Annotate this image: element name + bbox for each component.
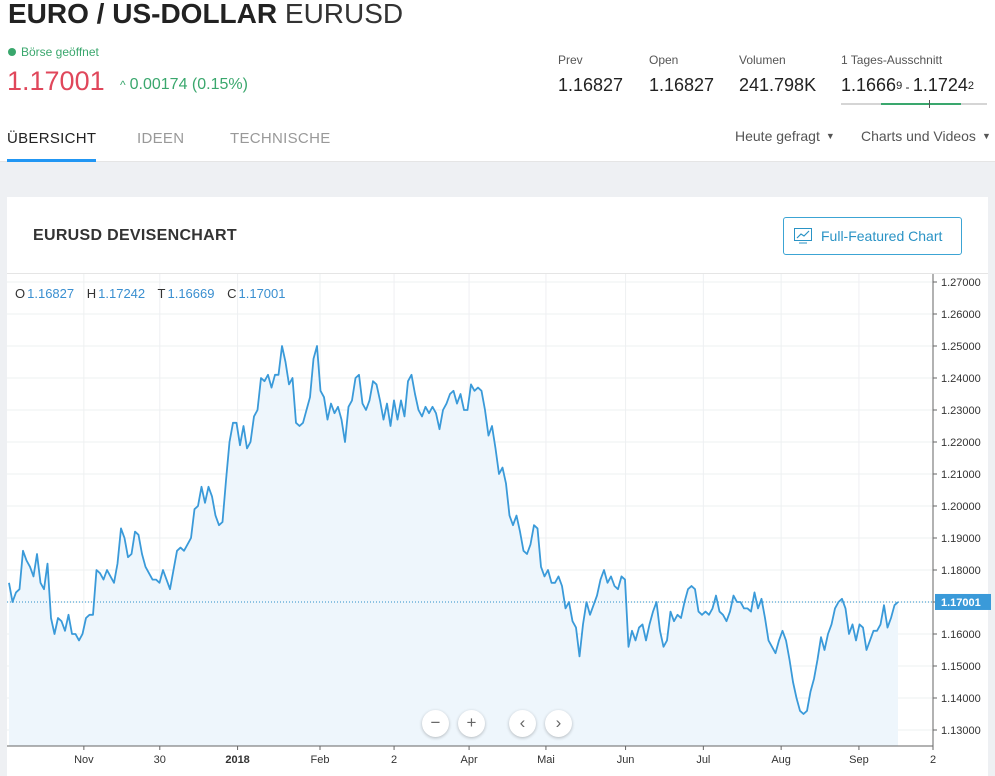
price-chart[interactable]: 1.27000 1.26000 1.25000 1.24000 1.23000 1.220…: [0, 274, 995, 776]
y-tick-label: 1.27000: [941, 277, 981, 289]
y-tick-label: 1.20000: [941, 501, 981, 513]
dropdown-charts-videos[interactable]: Charts und Videos ▼: [861, 128, 991, 144]
stat-volume: Volumen 241.798K: [739, 53, 816, 96]
x-tick-label: 2: [930, 754, 936, 766]
tab-overview[interactable]: ÜBERSICHT: [7, 130, 97, 162]
stat-volume-label: Volumen: [739, 53, 786, 67]
range-high-digit: 2: [967, 80, 975, 92]
day-range-fill: [881, 103, 961, 105]
current-price: 1.17001: [7, 66, 105, 96]
ohlc-close-value: 1.17001: [238, 286, 286, 301]
range-high: 1.1724: [912, 75, 968, 95]
stat-day-range: 1 Tages-Ausschnitt 1.16669 - 1.17242: [841, 53, 974, 96]
y-tick-label: 1.25000: [941, 341, 981, 353]
tab-bar: ÜBERSICHT IDEEN TECHNISCHE Heute gefragt…: [0, 118, 995, 162]
range-separator: -: [902, 80, 913, 94]
instrument-symbol: EURUSD: [284, 0, 404, 29]
market-status-label: Börse geöffnet: [21, 45, 99, 59]
y-tick-label: 1.14000: [941, 693, 981, 705]
x-tick-label: Jul: [696, 754, 710, 766]
y-tick-label: 1.18000: [941, 565, 981, 577]
stat-open-value: 1.16827: [649, 75, 715, 95]
y-tick-label: 1.19000: [941, 533, 981, 545]
price-axis: 1.27000 1.26000 1.25000 1.24000 1.23000 1.220…: [932, 274, 991, 746]
card-divider: [7, 273, 988, 274]
time-axis: Nov 30 2018 Feb 2 Apr Mai Jun Jul Aug Sep 2: [7, 745, 936, 766]
day-range-marker: [928, 100, 930, 108]
chart-card-title: EURUSD DEVISENCHART: [33, 227, 237, 244]
zoom-in-button[interactable]: +: [458, 710, 485, 737]
stat-prev-label: Prev: [558, 53, 583, 67]
x-tick-label: Jun: [617, 754, 635, 766]
x-tick-label: Feb: [311, 754, 330, 766]
y-tick-label: 1.15000: [941, 661, 981, 673]
x-tick-label: 30: [154, 754, 166, 766]
scroll-left-button[interactable]: ‹: [509, 710, 536, 737]
stat-volume-value: 241.798K: [739, 75, 817, 95]
price-line: [8, 345, 899, 715]
y-tick-label: 1.23000: [941, 405, 981, 417]
chart-line-icon: [794, 228, 812, 244]
y-tick-label: 1.22000: [941, 437, 981, 449]
last-price-label: 1.17001: [941, 597, 981, 609]
caret-down-icon: ▼: [981, 131, 991, 141]
x-tick-label: Nov: [74, 754, 94, 766]
price-change-value: 0.00174 (0.15%): [129, 76, 248, 93]
price-area: [9, 346, 898, 746]
tab-ideas[interactable]: IDEEN: [137, 130, 185, 147]
y-tick-label: 1.16000: [941, 629, 981, 641]
status-dot-icon: [8, 48, 16, 56]
x-tick-label: 2018: [225, 754, 249, 766]
x-tick-label: Sep: [849, 754, 869, 766]
full-featured-chart-label: Full-Featured Chart: [821, 228, 943, 244]
instrument-header: EURO / US-DOLLAR EURUSD Börse geöffnet 1…: [0, 0, 995, 162]
x-tick-label: Apr: [461, 754, 478, 766]
day-range-bar: [841, 100, 987, 108]
dropdown-asked-today[interactable]: Heute gefragt ▼: [735, 128, 835, 144]
range-low: 1.1666: [841, 75, 897, 95]
ohlc-high-label: H: [86, 286, 97, 301]
dropdown-asked-label: Heute gefragt: [735, 128, 820, 144]
page-title: EURO / US-DOLLAR EURUSD: [8, 0, 403, 32]
range-low-digit: 9: [896, 80, 903, 92]
ohlc-legend: O 1.16827 H 1.17242 T 1.16669 C 1.17001: [15, 286, 295, 301]
x-tick-label: Aug: [771, 754, 791, 766]
ohlc-open-label: O: [15, 286, 26, 301]
tab-technicals[interactable]: TECHNISCHE: [230, 130, 331, 147]
stat-day-range-value: 1.16669 - 1.17242: [841, 75, 974, 96]
ohlc-open-value: 1.16827: [27, 286, 75, 301]
last-price-badge: [935, 593, 991, 610]
stat-open-label: Open: [649, 53, 679, 67]
stat-prev: Prev 1.16827: [558, 53, 623, 96]
price-change: ^ 0.00174 (0.15%): [120, 76, 248, 94]
ohlc-close-label: C: [227, 286, 237, 301]
stat-prev-value: 1.16827: [558, 75, 624, 95]
ohlc-low-label: T: [157, 286, 166, 301]
dropdown-charts-label: Charts und Videos: [861, 128, 976, 144]
y-tick-label: 1.26000: [941, 309, 981, 321]
x-tick-label: 2: [391, 754, 397, 766]
instrument-name: EURO / US-DOLLAR: [8, 0, 278, 29]
ohlc-high-value: 1.17242: [98, 286, 146, 301]
full-featured-chart-button[interactable]: Full-Featured Chart: [783, 217, 962, 255]
zoom-out-button[interactable]: −: [422, 710, 449, 737]
caret-down-icon: ▼: [825, 131, 835, 141]
y-tick-label: 1.24000: [941, 373, 981, 385]
scroll-right-button[interactable]: ›: [545, 710, 572, 737]
ohlc-low-value: 1.16669: [167, 286, 215, 301]
y-tick-label: 1.21000: [941, 469, 981, 481]
x-tick-label: Mai: [537, 754, 555, 766]
arrow-up-icon: ^: [120, 78, 126, 92]
y-tick-label: 1.13000: [941, 725, 981, 737]
stat-open: Open 1.16827: [649, 53, 714, 96]
market-status: Börse geöffnet: [8, 45, 99, 59]
stat-day-range-label: 1 Tages-Ausschnitt: [841, 53, 943, 67]
